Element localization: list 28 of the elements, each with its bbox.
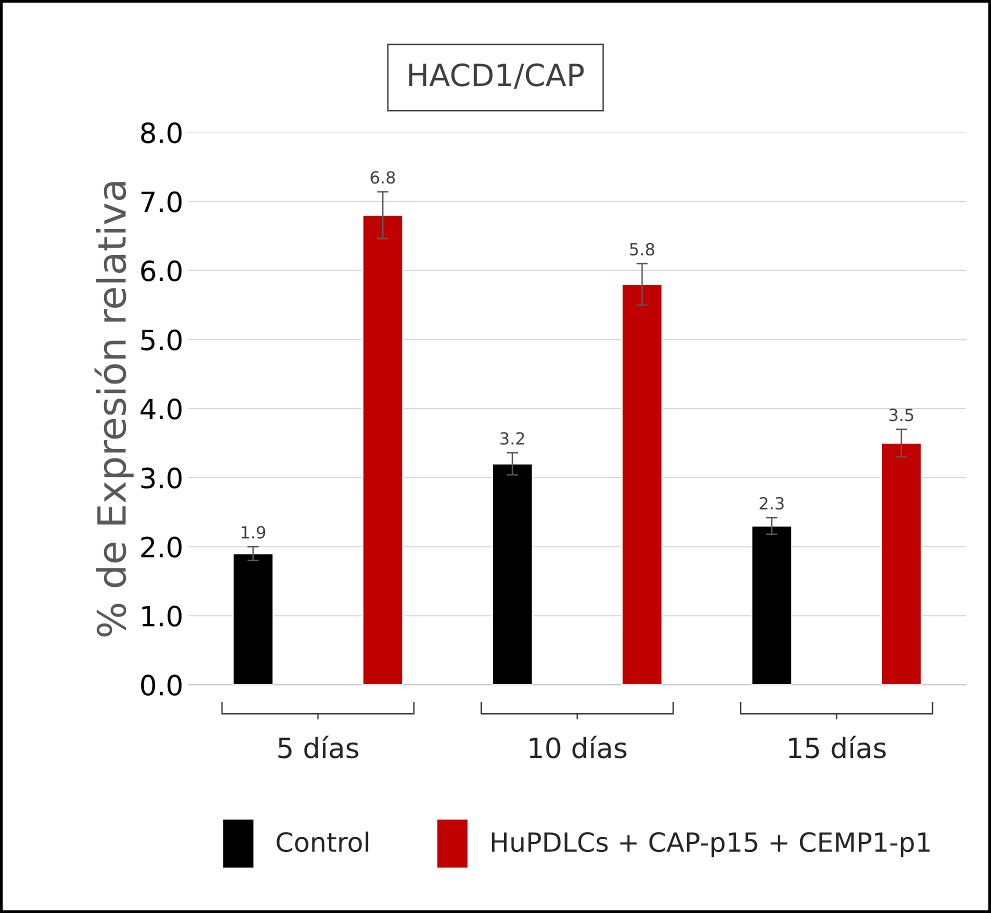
data-label: 2.3 xyxy=(760,496,784,510)
bar xyxy=(880,442,922,685)
y-tick-label: 3.0 xyxy=(141,468,182,489)
x-tick-label: 15 días xyxy=(789,736,886,758)
bar xyxy=(492,463,534,685)
y-tick-label: 2.0 xyxy=(141,536,182,558)
y-tick-label: 1.0 xyxy=(142,606,182,627)
y-tick-label: 5.0 xyxy=(141,329,182,350)
bar xyxy=(621,284,663,685)
data-label: 3.5 xyxy=(889,408,914,422)
x-tick-label: 5 días xyxy=(278,736,358,758)
y-axis-title: % de Expresión relativa xyxy=(94,182,134,636)
bar xyxy=(362,214,404,685)
data-label: 3.2 xyxy=(500,432,524,445)
data-label: 1.9 xyxy=(242,526,266,539)
data-label: 6.8 xyxy=(370,171,395,184)
bar xyxy=(232,552,274,685)
chart-title: HACD1/CAP xyxy=(409,63,584,89)
legend-label: Control xyxy=(276,832,368,852)
legend-label: HuPDLCs + CAP-p15 + CEMP1-p1 xyxy=(492,832,930,858)
bar xyxy=(750,525,793,685)
y-tick-label: 7.0 xyxy=(142,191,182,212)
y-tick-label: 4.0 xyxy=(140,398,182,420)
x-tick-label: 10 días xyxy=(530,736,626,758)
y-tick-label: 0.0 xyxy=(141,674,182,696)
y-tick-label: 6.0 xyxy=(141,260,182,282)
y-tick-label: 8.0 xyxy=(141,122,182,144)
data-label: 5.8 xyxy=(630,242,654,256)
